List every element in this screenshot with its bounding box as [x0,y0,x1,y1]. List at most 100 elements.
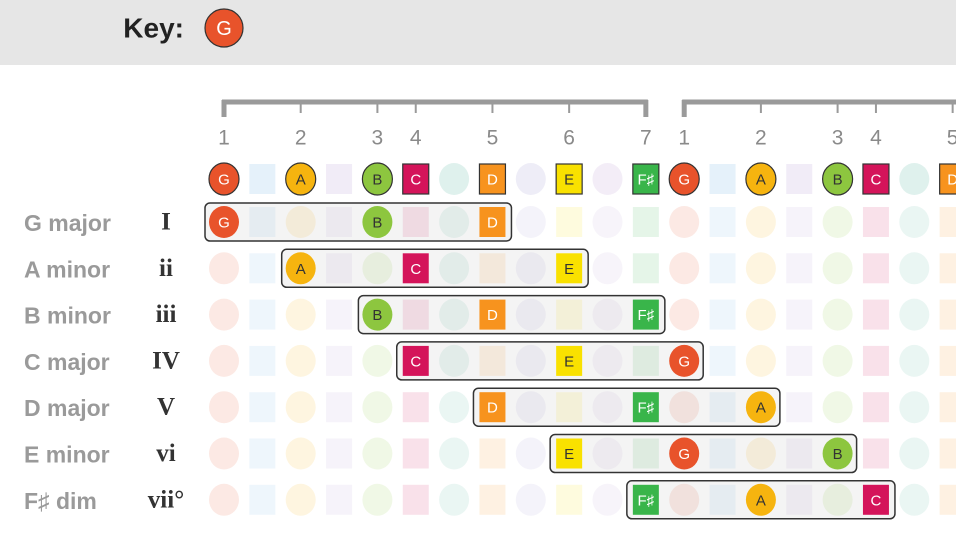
faint-note [669,391,700,424]
faint-note [592,252,623,285]
faint-note [939,207,956,237]
faint-note [669,298,700,331]
chord-note-label: F♯ [638,492,655,509]
faint-note [326,164,353,194]
faint-note [249,438,276,469]
faint-note [326,207,353,237]
faint-note [939,345,956,376]
chord-note-label: E [564,446,574,463]
header-note [632,163,660,195]
faint-note [822,298,853,331]
faint-note [515,437,546,470]
faint-note [515,298,546,331]
faint-note [592,163,623,195]
chord-numeral: V [157,394,175,421]
faint-note [439,437,470,470]
faint-note [786,438,813,469]
faint-note [402,207,429,237]
faint-note [439,344,470,377]
faint-note [632,207,659,237]
faint-note [786,392,813,423]
faint-note [632,345,659,376]
faint-note [669,483,700,516]
degree-label: 3 [372,127,384,150]
faint-note [479,253,506,284]
faint-note [709,345,736,376]
faint-note [669,206,700,238]
header-note [361,162,393,196]
degree-label: 4 [870,127,882,150]
faint-note [822,344,853,377]
faint-note [439,483,470,516]
faint-note [249,299,276,330]
chord-numeral: vi [156,440,176,467]
note-label: G [218,172,230,189]
chord-note-label: C [410,261,421,278]
faint-note [899,437,930,470]
chord-note [556,345,583,376]
degree-label: 5 [487,127,499,150]
faint-note [515,344,546,377]
degree-label: 2 [755,127,767,150]
chord-note [556,253,583,284]
chord-note-label: G [678,446,690,463]
header-note [862,163,890,195]
chord-name: B minor [24,303,111,329]
faint-note [939,484,956,515]
faint-note [862,253,889,284]
chord-numeral: ii [159,255,173,282]
chord-note [479,207,506,237]
faint-note [326,253,353,284]
faint-note [362,391,393,424]
faint-note [285,206,316,238]
header-note [478,163,507,195]
faint-note [939,438,956,469]
note-label: B [833,172,843,189]
faint-note [786,345,813,376]
degree-label: 1 [218,127,230,150]
chord-numeral: I [161,209,171,236]
note-label: D [487,172,498,189]
chord-note-label: D [487,215,498,232]
faint-note [592,483,623,516]
chord-note [362,206,393,238]
faint-note [939,299,956,330]
faint-note [556,392,583,423]
chord-numeral: vii° [148,486,184,513]
faint-note [285,391,316,424]
faint-note [669,252,700,285]
faint-note [745,298,776,331]
note-label: F♯ [638,172,655,189]
faint-note [362,344,393,377]
chord-name: A minor [24,256,110,282]
chord-note [285,252,316,285]
chord-note-label: B [833,446,843,463]
faint-note [709,253,736,284]
chord-note-label: B [372,215,382,232]
chord-note-label: E [564,261,574,278]
chord-note-label: C [410,353,421,370]
chord-box [280,248,589,289]
faint-note [745,252,776,285]
faint-note [209,437,239,470]
faint-note [899,483,930,516]
faint-note [632,438,659,469]
note-label: C [410,172,421,189]
faint-note [249,207,276,237]
chord-note [822,437,853,470]
chord-note-label: A [296,261,306,278]
faint-note [439,391,470,424]
faint-note [326,299,353,330]
chord-note-label: D [487,400,498,417]
note-label: C [871,172,882,189]
faint-note [326,484,353,515]
chord-note [402,253,429,284]
note-label: A [296,172,306,189]
faint-note [556,299,583,330]
faint-note [479,438,506,469]
faint-note [515,163,546,195]
faint-note [439,298,470,331]
faint-note [592,298,623,331]
faint-note [709,438,736,469]
